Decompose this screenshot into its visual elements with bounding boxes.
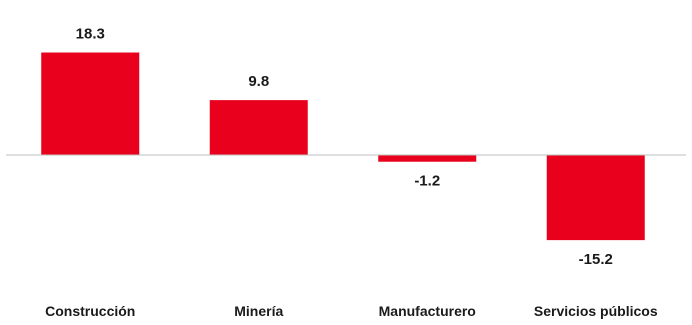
- data-label-2: 9.8: [248, 73, 269, 90]
- bar-2: [209, 100, 308, 155]
- category-labels-group: Construcción Minería Manufacturero Servicio…: [45, 303, 658, 319]
- data-label-1: 18.3: [76, 26, 105, 43]
- bar-4: [546, 155, 645, 241]
- bar-1: [41, 52, 140, 155]
- category-label-2: Minería: [234, 303, 283, 319]
- data-labels-group: 18.3 9.8 -1.2 -15.2: [76, 26, 613, 269]
- data-label-3: -1.2: [414, 173, 440, 190]
- data-label-4: -15.2: [579, 251, 613, 268]
- bar-3: [378, 155, 477, 162]
- bars-group: [41, 52, 645, 241]
- category-label-1: Construcción: [45, 303, 135, 319]
- category-label-3: Manufacturero: [379, 303, 476, 319]
- category-label-4: Servicios públicos: [534, 303, 658, 319]
